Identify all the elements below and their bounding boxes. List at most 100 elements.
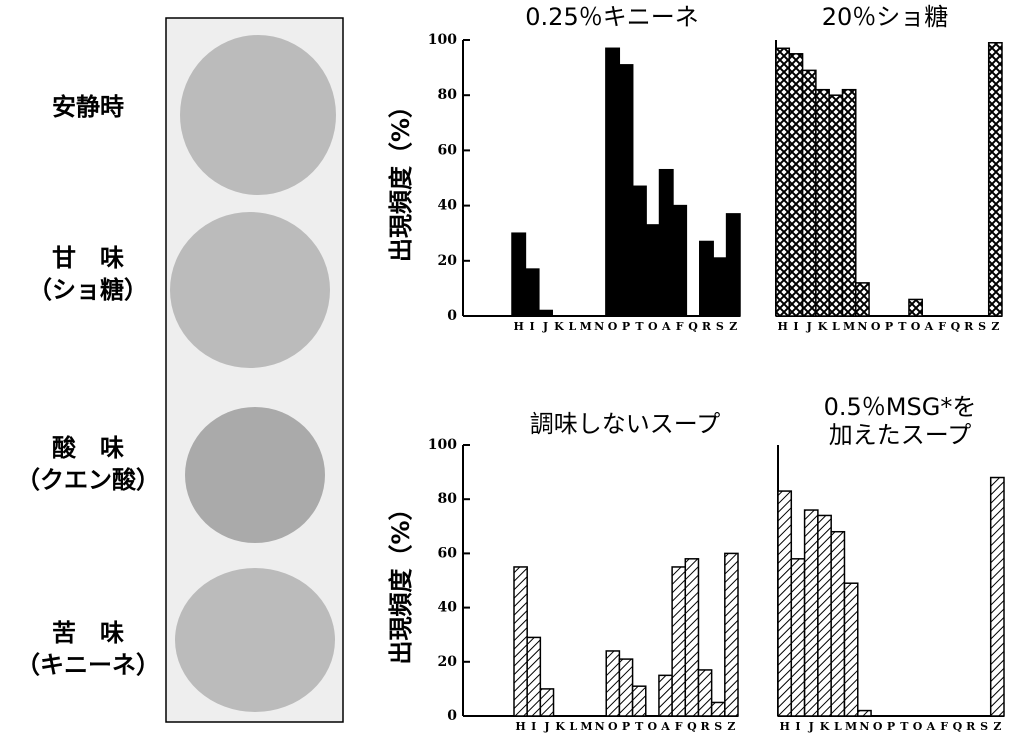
x-tick-label: Q [951,320,961,333]
bar [801,69,817,317]
bar [817,514,832,717]
x-tick-label: H [515,720,525,733]
bar [524,268,540,317]
bar [803,509,819,717]
bar [815,88,830,317]
x-tick-label: J [543,720,549,733]
x-tick-label: H [514,320,524,333]
x-tick-label: K [554,320,564,333]
y-axis-label: 出現頻度（%） [387,94,415,262]
chart-title: 0.5％MSG*を [824,393,977,421]
x-tick-label: K [818,320,828,333]
bar [618,658,634,717]
photo-strip [165,17,344,723]
photo-label: 安静時 [52,93,124,121]
chart-title: 加えたスープ [829,421,972,449]
bar [631,185,647,317]
x-tick-label: O [608,320,618,333]
x-tick-label: O [648,320,658,333]
bar [605,650,621,717]
x-tick-label: Z [729,320,737,333]
x-tick-label: A [660,720,670,733]
x-tick-label: L [832,320,840,333]
photo-label: 苦 味 [52,619,124,647]
y-tick-label: 100 [428,437,457,453]
y-tick-label: 40 [438,198,458,214]
x-tick-label: M [845,720,857,733]
y-tick-label: 40 [438,600,458,616]
photo-label: 甘 味 [52,244,124,272]
y-tick-label: 0 [447,308,457,324]
x-tick-label: Q [687,720,697,733]
bar [645,224,661,317]
x-tick-label: R [964,320,974,333]
bar [710,701,726,717]
x-tick-label: O [871,320,881,333]
bar [538,309,553,317]
photo-label: （クエン酸） [16,466,160,494]
x-tick-label: J [542,320,548,333]
x-tick-label: S [980,720,988,733]
y-tick-label: 60 [438,545,458,561]
x-tick-label: H [777,320,787,333]
bar [672,204,688,317]
x-tick-label: R [702,320,712,333]
x-tick-label: O [913,720,923,733]
x-tick-label: I [793,320,798,333]
bar [684,558,700,717]
x-tick-label: T [635,720,644,733]
photo-label: （ショ糖） [28,276,148,304]
bar [539,688,555,717]
y-tick-label: 100 [428,32,457,48]
bar [987,42,1003,317]
y-tick-label: 80 [438,87,458,103]
x-tick-label: S [978,320,986,333]
bar [631,685,647,717]
x-tick-label: P [887,720,895,733]
x-tick-label: N [595,720,605,733]
bar [526,636,542,717]
photo-label: （キニーネ） [16,651,160,679]
x-tick-label: I [531,720,536,733]
x-tick-label: F [940,720,948,733]
y-tick-label: 20 [438,654,458,670]
bar [828,94,844,317]
y-tick-label: 80 [438,491,458,507]
x-tick-label: I [530,320,535,333]
bar [908,298,923,317]
x-tick-label: M [843,320,855,333]
bar [618,64,634,317]
x-tick-label: Q [953,720,963,733]
x-tick-label: A [926,720,936,733]
bar [605,47,621,317]
bar [855,282,870,317]
x-tick-label: L [569,720,577,733]
x-tick-label: Z [993,720,1001,733]
x-tick-label: J [806,320,812,333]
bar [658,168,674,317]
x-tick-label: K [555,720,565,733]
bar [777,490,793,717]
bar [989,476,1005,717]
x-tick-label: P [885,320,893,333]
y-tick-label: 20 [438,253,458,269]
x-tick-label: L [834,720,842,733]
bar [724,552,739,717]
x-tick-label: K [820,720,830,733]
bar [841,88,857,317]
x-tick-label: T [898,320,907,333]
bar [843,582,859,717]
y-tick-label: 0 [447,708,457,724]
x-tick-label: O [608,720,618,733]
bar [775,47,791,317]
x-tick-label: A [661,320,671,333]
x-tick-label: J [808,720,814,733]
chart-title: 調味しないスープ [530,410,721,438]
chart-title: 0.25％キニーネ [525,3,698,31]
x-tick-label: O [648,720,658,733]
x-tick-label: F [938,320,946,333]
bar [788,53,804,317]
x-tick-label: O [911,320,921,333]
x-tick-label: F [675,720,683,733]
